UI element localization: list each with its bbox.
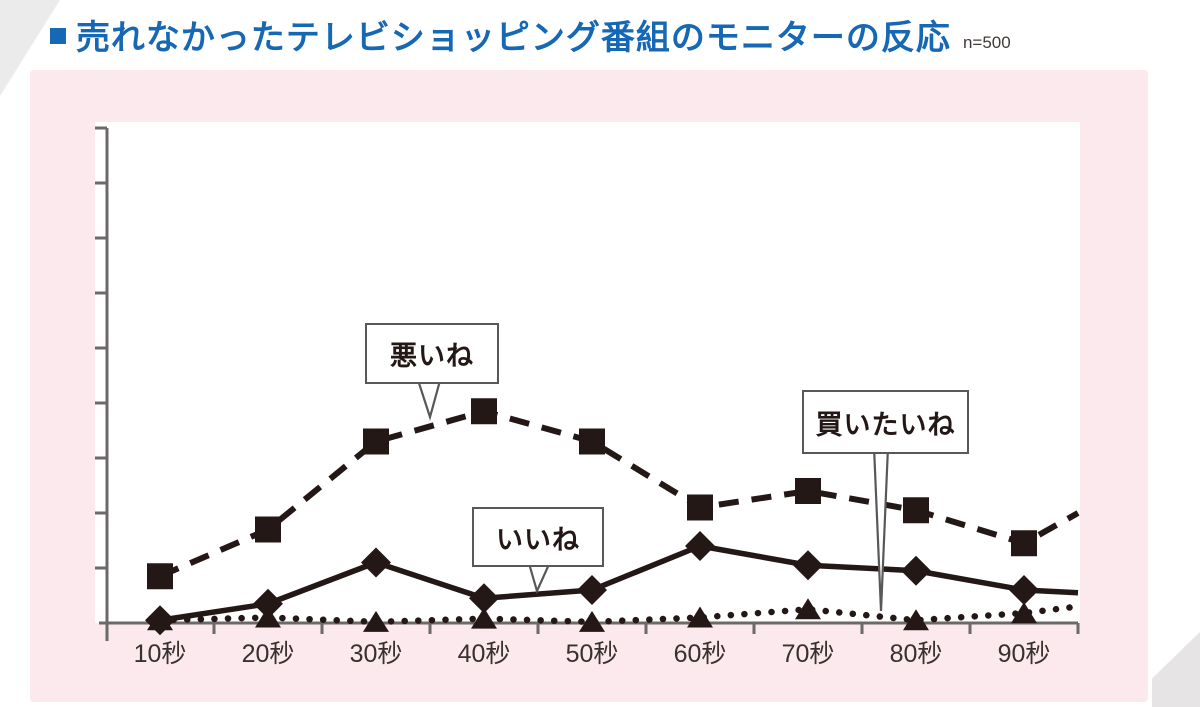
chart-header: ■ 売れなかったテレビショッピング番組のモニターの反応 n=500: [48, 12, 1190, 57]
callout-warui-ne-label: 悪いね: [390, 341, 474, 371]
callout-ii-ne-label: いいね: [496, 524, 580, 555]
scan-artifact-bottom-right: [1152, 632, 1200, 707]
chart-title: 売れなかったテレビショッピング番組のモニターの反応: [75, 18, 951, 57]
callout-warui-ne: 悪いね: [365, 323, 499, 384]
callout-kaitai-ne-label: 買いたいね: [815, 409, 956, 440]
sample-size-label: n=500: [962, 33, 1011, 52]
title-square-bullet-icon: ■: [48, 15, 68, 53]
callout-ii-ne: いいね: [472, 507, 604, 567]
callout-kaitai-ne: 買いたいね: [802, 390, 969, 454]
